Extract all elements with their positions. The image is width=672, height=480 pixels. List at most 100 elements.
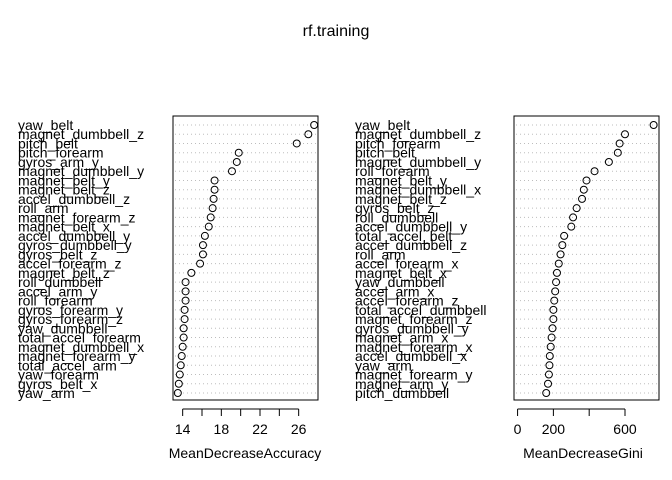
data-point [546, 342, 555, 351]
gini-variable-labels: yaw_beltmagnet_dumbbell_zpitch_forearmpi… [355, 117, 487, 401]
variable-label: magnet_forearm_z [355, 311, 473, 327]
variable-label: accel_arm_x [355, 283, 434, 299]
variable-label: yaw_dumbbell [355, 274, 445, 290]
variable-label: magnet_dumbbell_z [18, 126, 144, 142]
data-point [560, 231, 569, 240]
data-point [579, 185, 588, 194]
data-point [187, 268, 196, 277]
data-point [206, 213, 215, 222]
data-point [181, 278, 190, 287]
data-point [548, 324, 557, 333]
variable-label: magnet_dumbbell_y [18, 163, 144, 179]
accuracy-panel: yaw_beltmagnet_dumbbell_zpitch_beltpitch… [18, 115, 322, 461]
variable-label: magnet_arm_x [355, 330, 448, 346]
variable-label: roll_arm [355, 246, 406, 262]
variable-label: gyros_dumbbell_y [355, 320, 469, 336]
data-point [554, 259, 563, 268]
variable-label: yaw_arm [355, 357, 412, 373]
variable-label: gyros_forearm_z [18, 311, 123, 327]
variable-label: magnet_arm_y [355, 376, 448, 392]
data-point [198, 250, 207, 259]
variable-label: accel_forearm_z [355, 293, 459, 309]
variable-label: pitch_belt [355, 145, 415, 161]
data-point [549, 315, 558, 324]
accuracy-x-axis-label: MeanDecreaseAccuracy [169, 445, 322, 461]
variable-label: magnet_forearm_x [355, 339, 473, 355]
variable-label: gyros_belt_z [18, 246, 97, 262]
data-point [542, 389, 551, 397]
data-point [552, 268, 561, 277]
data-point [180, 315, 189, 324]
variable-label: total_accel_belt [355, 228, 452, 244]
x-tick-label: 22 [252, 421, 268, 437]
variable-label: gyros_dumbbell_y [18, 237, 132, 253]
variable-label: yaw_belt [18, 117, 73, 133]
variable-label: magnet_forearm_y [355, 367, 473, 383]
variable-label: gyros_belt_x [18, 376, 97, 392]
data-point [551, 287, 560, 296]
gini-x-axis: 0 200 600 [514, 408, 637, 437]
data-point [567, 222, 576, 231]
data-point [552, 278, 561, 287]
data-point [545, 352, 554, 361]
variable-label: accel_dumbbell_y [355, 219, 467, 235]
data-point [180, 305, 189, 314]
data-point [178, 342, 187, 351]
variable-label: yaw_forearm [18, 367, 99, 383]
data-point [196, 259, 205, 268]
gini-panel: yaw_beltmagnet_dumbbell_zpitch_forearmpi… [355, 115, 660, 461]
x-tick-label: 14 [175, 421, 191, 437]
variable-label: magnet_belt_y [355, 172, 447, 188]
data-point [227, 167, 236, 176]
data-point [604, 157, 613, 166]
accuracy-points [173, 121, 319, 397]
variable-label: pitch_dumbbell [355, 385, 449, 401]
data-point [582, 176, 591, 185]
variable-label: magnet_belt_x [355, 265, 447, 281]
data-point [198, 241, 207, 250]
data-point [176, 361, 185, 370]
data-point [208, 204, 217, 213]
variable-label: roll_forearm [355, 163, 430, 179]
variable-label: accel_dumbbell_z [355, 237, 467, 253]
data-point [620, 130, 629, 139]
variable-label: accel_dumbbell_x [355, 348, 467, 364]
variable-label: accel_dumbbell_y [18, 228, 130, 244]
data-point [179, 333, 188, 342]
variable-label: accel_dumbbell_z [18, 191, 130, 207]
x-tick-label: 200 [542, 421, 566, 437]
data-point [578, 194, 587, 203]
variable-label: roll_dumbbell [18, 274, 101, 290]
variable-label: magnet_dumbbell_y [355, 154, 481, 170]
variable-label: yaw_arm [18, 385, 75, 401]
data-point [209, 194, 218, 203]
data-point [200, 231, 209, 240]
variable-label: yaw_dumbbell [18, 320, 108, 336]
variable-label: magnet_dumbbell_x [18, 339, 144, 355]
variable-label: roll_dumbbell [355, 209, 438, 225]
variable-label: gyros_arm_y [18, 154, 99, 170]
variable-label: magnet_belt_z [18, 182, 110, 198]
variable-label: magnet_forearm_y [18, 348, 136, 364]
x-tick-label: 18 [214, 421, 230, 437]
variable-label: pitch_forearm [355, 135, 441, 151]
variable-label: accel_forearm_x [355, 256, 459, 272]
gini-gridlines [516, 124, 657, 394]
data-point [292, 139, 301, 148]
data-point [545, 361, 554, 370]
variable-label: gyros_forearm_y [18, 302, 123, 318]
x-tick-label: 26 [291, 421, 307, 437]
data-point [547, 333, 556, 342]
x-tick-label: 600 [613, 421, 637, 437]
variable-label: gyros_belt_z [355, 200, 434, 216]
data-point [179, 324, 188, 333]
accuracy-plot-frame [172, 115, 319, 401]
data-point [556, 250, 565, 259]
variable-label: magnet_dumbbell_z [355, 126, 481, 142]
variable-label: accel_arm_y [18, 283, 97, 299]
data-point [234, 148, 243, 157]
variable-label: yaw_belt [355, 117, 410, 133]
variable-label: roll_forearm [18, 293, 93, 309]
variable-label: pitch_belt [18, 135, 78, 151]
data-point [544, 370, 553, 379]
